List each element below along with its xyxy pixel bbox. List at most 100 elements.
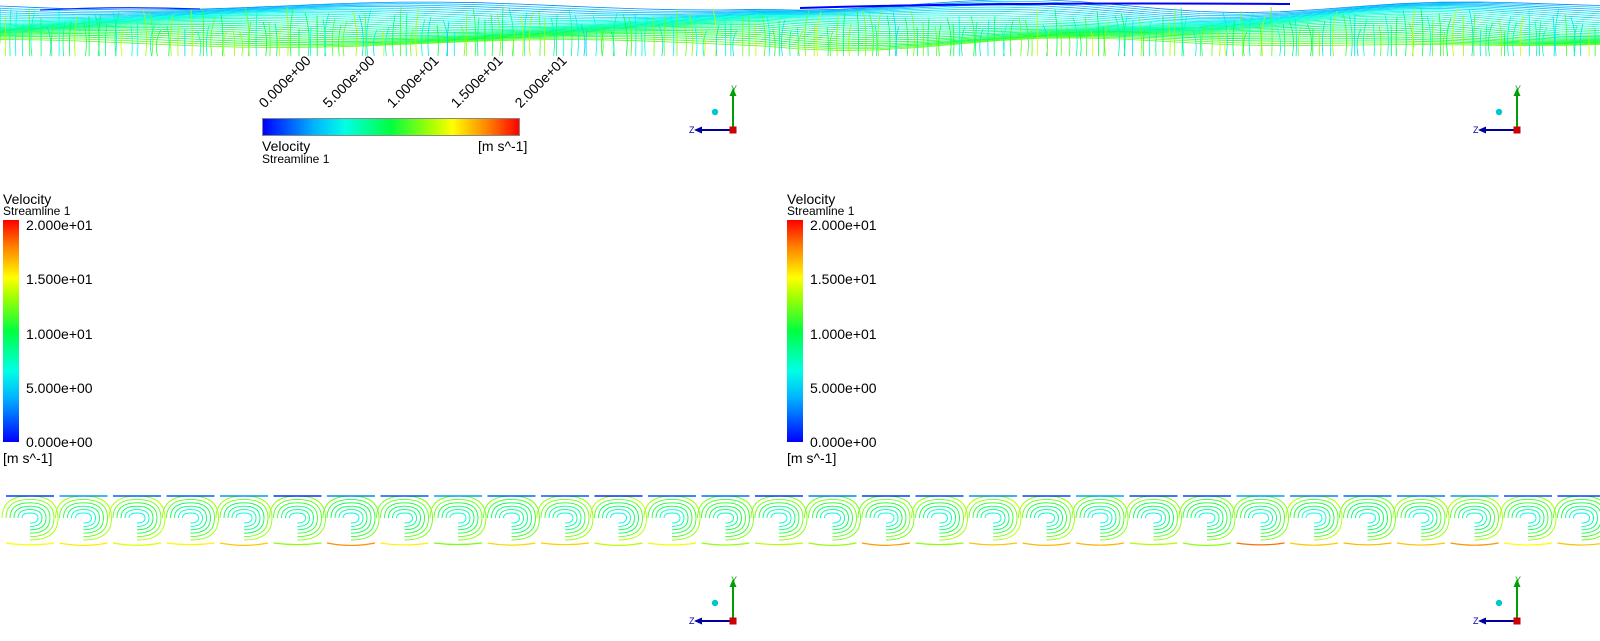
streamline: [1347, 502, 1388, 534]
legend-left-variable: Velocity: [3, 191, 52, 207]
streamline: [732, 30, 738, 57]
streamline: [1087, 509, 1113, 527]
streamline: [592, 14, 598, 57]
streamline: [1504, 30, 1506, 57]
streamline: [1194, 509, 1220, 527]
streamline: [1, 495, 59, 541]
legend-right-units: [m s^-1]: [787, 450, 837, 466]
triad-ball-icon: [1495, 599, 1503, 607]
streamline: [170, 502, 211, 534]
streamline: [1446, 17, 1452, 57]
streamline: [1396, 498, 1446, 538]
streamline: [1138, 17, 1143, 57]
streamline: [702, 30, 708, 57]
legend-left-tick: 1.500e+01: [26, 271, 93, 287]
streamline: [0, 5, 1600, 20]
streamlines-top: [0, 0, 1600, 57]
streamline: [1222, 12, 1228, 57]
streamline: [1343, 542, 1392, 546]
streamline: [1438, 13, 1442, 57]
streamline: [116, 502, 158, 534]
streamline: [105, 23, 108, 57]
streamline: [1125, 495, 1182, 541]
streamline: [1553, 495, 1600, 541]
streamline: [552, 509, 578, 527]
streamline: [857, 495, 915, 541]
streamline: [1301, 509, 1327, 527]
streamline: [142, 8, 147, 57]
streamline: [1343, 498, 1392, 538]
streamline: [0, 25, 1600, 38]
streamline: [610, 512, 627, 524]
triad-ball-icon: [711, 108, 719, 116]
streamline: [829, 31, 834, 57]
triad-ball-icon: [711, 599, 719, 607]
streamline: [1450, 542, 1499, 546]
streamline: [1468, 8, 1474, 57]
streamline: [1507, 15, 1512, 57]
streamline: [1186, 502, 1228, 534]
legend-left-tick: 2.000e+01: [26, 217, 93, 233]
streamline: [1114, 15, 1120, 57]
streamline: [1561, 502, 1600, 534]
streamline: [1248, 509, 1273, 527]
streamline: [472, 7, 477, 57]
streamline: [324, 13, 330, 57]
streamline: [562, 27, 565, 57]
streamline: [364, 12, 367, 57]
streamline: [59, 542, 108, 546]
streamline: [1454, 502, 1495, 534]
streamline: [1488, 22, 1494, 57]
streamline: [1395, 17, 1398, 57]
streamline: [30, 9, 36, 57]
streamline: [1201, 25, 1206, 57]
legend-left-subtitle: Streamline 1: [3, 204, 71, 218]
streamline: [544, 18, 546, 57]
streamline: [862, 10, 867, 57]
legend-left-colorbar: [3, 220, 19, 442]
streamline: [112, 542, 162, 546]
streamline: [980, 509, 1006, 527]
streamline: [536, 495, 594, 541]
streamline: [326, 542, 376, 547]
streamline: [1142, 29, 1146, 57]
streamline: [1003, 24, 1008, 57]
streamline: [392, 15, 396, 57]
streamline: [150, 24, 156, 57]
streamline: [934, 25, 938, 57]
streamline: [170, 14, 174, 57]
streamline: [59, 498, 108, 538]
streamline: [441, 505, 475, 531]
streamline: [682, 21, 687, 57]
streamline: [0, 6, 1600, 21]
streamline: [0, 0, 1600, 15]
streamline: [112, 498, 162, 538]
streamline: [1282, 23, 1286, 57]
streamline: [372, 29, 378, 57]
streamline: [701, 498, 750, 538]
streamline: [970, 16, 975, 57]
streamline: [495, 505, 528, 531]
streamline: [1485, 24, 1488, 57]
streamline: [166, 498, 215, 538]
streamline: [120, 28, 126, 57]
streamline: [1096, 10, 1100, 57]
streamline: [63, 502, 104, 534]
streamline: [1009, 20, 1014, 57]
streamline: [453, 31, 456, 57]
streamline: [877, 10, 882, 57]
streamline: [812, 502, 853, 534]
streamline: [0, 4, 1600, 18]
streamline: [1565, 505, 1598, 531]
streamline: [919, 502, 960, 534]
streamline: [178, 509, 203, 527]
streamline: [0, 30, 1600, 41]
legend-left-tick: 0.000e+00: [26, 434, 93, 450]
streamline: [82, 20, 87, 57]
streamline: [574, 14, 579, 57]
streamline: [663, 14, 666, 57]
streamline: [1079, 502, 1121, 534]
streamline: [1046, 29, 1050, 57]
streamline: [177, 26, 180, 57]
streamline: [643, 495, 701, 541]
